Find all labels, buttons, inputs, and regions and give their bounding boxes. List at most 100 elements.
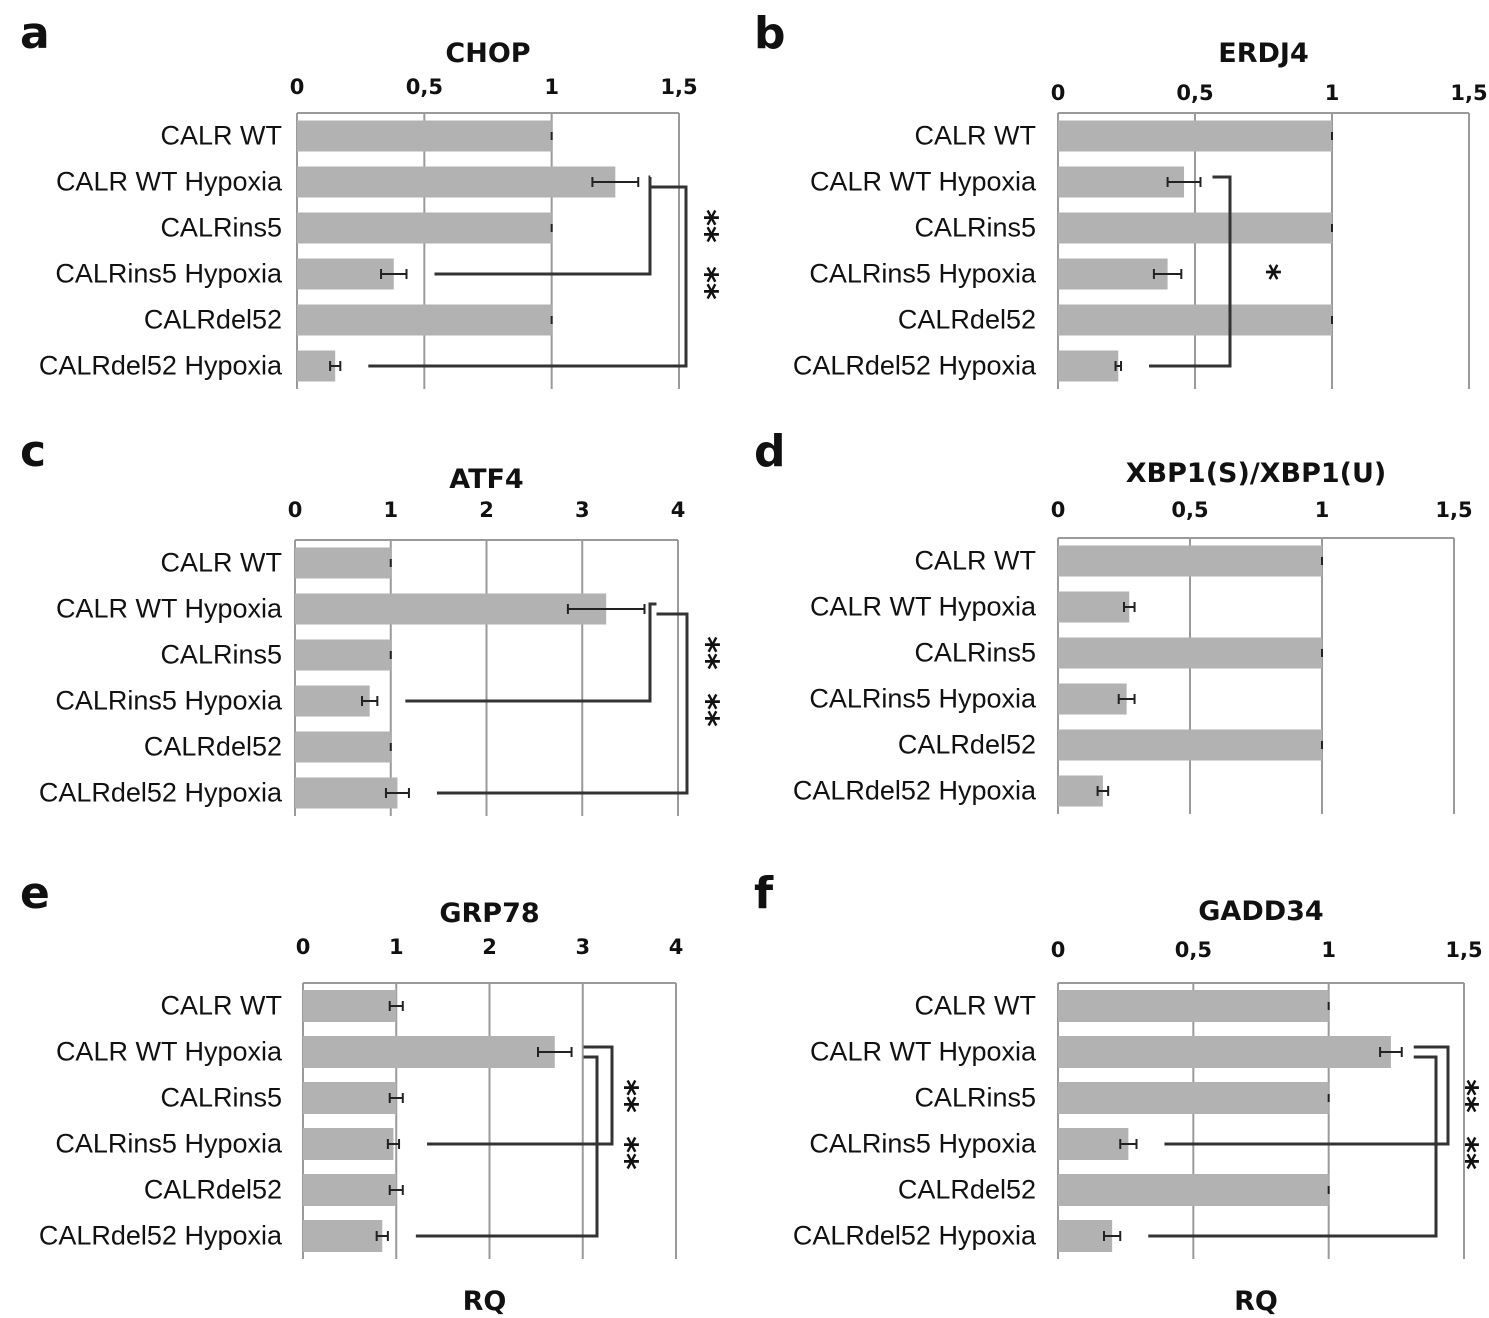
panel-letter: b (754, 8, 786, 59)
bar (1058, 1036, 1391, 1068)
bar (297, 350, 336, 382)
bar (1058, 591, 1130, 623)
category-label: CALRdel52 (897, 1174, 1036, 1205)
bar (303, 990, 397, 1022)
category-label: CALRins5 (914, 637, 1036, 668)
x-tick-label: 1 (1321, 938, 1336, 962)
x-tick-label: 1 (544, 75, 559, 99)
bar (1058, 258, 1168, 290)
category-label: CALRdel52 (143, 1174, 282, 1205)
x-tick-label: 0,5 (1176, 81, 1214, 105)
x-tick-label: 0 (1050, 81, 1066, 105)
category-label: CALRdel52 (143, 731, 282, 762)
bar (1058, 729, 1322, 761)
significance-bracket (427, 1045, 614, 1146)
bar (295, 731, 391, 763)
bar (1058, 637, 1322, 669)
bar (297, 120, 552, 152)
significance-bracket (434, 175, 652, 276)
bar (303, 1036, 555, 1068)
chart-title: XBP1(S)/XBP1(U) (1125, 458, 1387, 489)
x-tick-label: 1 (388, 935, 404, 959)
x-tick-label: 3 (575, 935, 591, 959)
category-label: CALRins5 (160, 212, 282, 243)
category-label: CALRins5 Hypoxia (809, 258, 1036, 289)
bar (303, 1174, 397, 1206)
bar (1058, 212, 1332, 244)
x-tick-label: 0 (1050, 938, 1066, 962)
significance-bracket (1149, 175, 1232, 368)
x-tick-label: 1 (383, 498, 399, 522)
category-label: CALRins5 (914, 1082, 1036, 1113)
panel-letter: a (20, 8, 50, 59)
category-label: CALRdel52 Hypoxia (38, 350, 282, 381)
bar (1058, 350, 1119, 382)
category-label: CALR WT (914, 990, 1037, 1021)
panel-letter: e (20, 868, 50, 919)
bar (1058, 990, 1329, 1022)
panel-letter: c (20, 426, 47, 477)
significance-bracket (1148, 1055, 1438, 1238)
x-tick-label: 0 (287, 498, 303, 522)
chart-title: GADD34 (1198, 896, 1324, 927)
x-tick-label: 4 (670, 498, 686, 522)
panel-letter: d (754, 426, 786, 477)
category-label: CALR WT (160, 547, 283, 578)
category-label: CALRdel52 Hypoxia (792, 350, 1036, 381)
bar (1058, 1082, 1329, 1114)
category-label: CALRins5 Hypoxia (809, 1128, 1036, 1159)
x-tick-label: 0,5 (405, 75, 443, 99)
category-label: CALRins5 Hypoxia (809, 683, 1036, 714)
bar (1058, 1174, 1329, 1206)
x-tick-label: 1,5 (1435, 498, 1473, 522)
category-label: CALR WT Hypoxia (809, 591, 1036, 622)
category-label: CALR WT Hypoxia (55, 593, 282, 624)
significance-bracket (368, 185, 688, 368)
chart-title: ERDJ4 (1218, 38, 1309, 69)
significance-bracket (415, 1055, 599, 1238)
category-label: CALRins5 Hypoxia (55, 1128, 282, 1159)
x-tick-label: 2 (479, 498, 494, 522)
category-label: CALR WT (160, 120, 283, 151)
x-tick-label: 1 (1314, 498, 1330, 522)
category-label: CALRdel52 Hypoxia (792, 1220, 1036, 1251)
category-label: CALR WT Hypoxia (55, 1036, 282, 1067)
category-label: CALRdel52 Hypoxia (792, 775, 1036, 806)
bar (295, 639, 391, 671)
chart-title: GRP78 (439, 898, 540, 929)
bar (1058, 545, 1322, 577)
bar (297, 166, 616, 198)
bar (1058, 775, 1103, 807)
category-label: CALRins5 (914, 212, 1036, 243)
x-tick-label: 1,5 (1450, 81, 1488, 105)
panel-letter: f (754, 868, 774, 919)
category-label: CALRins5 Hypoxia (55, 258, 282, 289)
x-axis-label: RQ (462, 1286, 507, 1317)
bar (295, 685, 370, 717)
bar (1058, 683, 1127, 715)
bar (297, 212, 552, 244)
significance-bracket (436, 612, 689, 795)
bar (295, 547, 391, 579)
category-label: CALRdel52 (143, 304, 282, 335)
bar (303, 1082, 397, 1114)
x-tick-label: 2 (482, 935, 497, 959)
significance-bracket (405, 602, 657, 703)
x-tick-label: 0,5 (1171, 498, 1209, 522)
bar (297, 304, 552, 336)
x-tick-label: 4 (668, 935, 684, 959)
bar (303, 1220, 383, 1252)
significance-bracket (1164, 1045, 1450, 1146)
bar (297, 258, 394, 290)
category-label: CALR WT (914, 120, 1037, 151)
x-tick-label: 0 (295, 935, 311, 959)
chart-title: ATF4 (449, 464, 524, 495)
x-tick-label: 1 (1324, 81, 1340, 105)
category-label: CALRdel52 Hypoxia (38, 1220, 282, 1251)
